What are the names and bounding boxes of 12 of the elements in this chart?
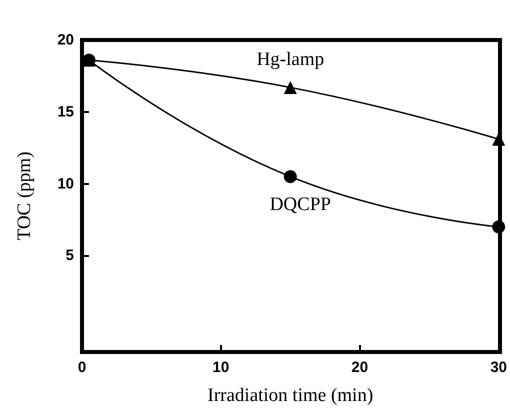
x-tick-label: 0 [78,359,86,376]
series-label: DQCPP [270,194,331,216]
x-tick-label: 10 [212,359,230,376]
y-tick-label: 10 [57,175,74,192]
x-axis-title: Irradiation time (min) [207,385,374,406]
y-tick-label: 20 [57,32,74,48]
series-label: Hg-lamp [256,48,324,70]
y-tick-label: 5 [66,247,74,264]
y-tick-label: 15 [57,103,74,120]
x-tick-label: 30 [490,359,507,376]
x-tick-label: 20 [351,359,368,376]
y-axis-title: TOC (ppm) [14,152,35,240]
